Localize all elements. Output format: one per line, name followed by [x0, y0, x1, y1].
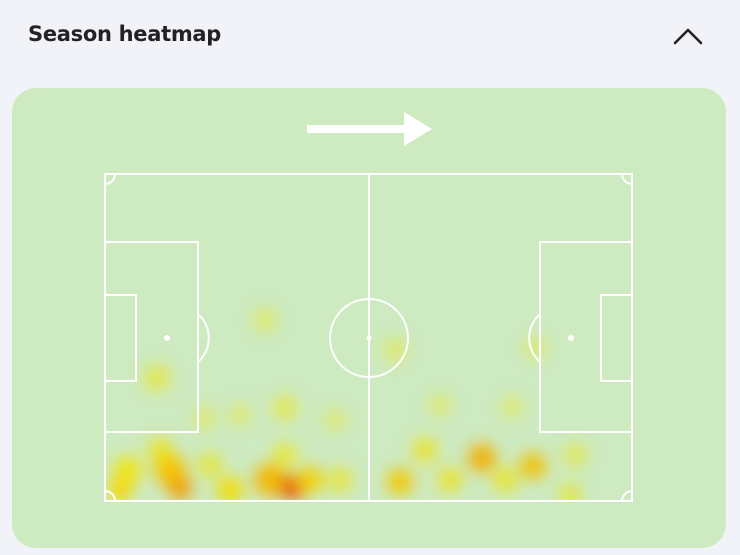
pitch-spots — [164, 335, 574, 341]
section-title: Season heatmap — [28, 22, 222, 46]
direction-arrow — [307, 112, 432, 146]
pitch-lines — [104, 173, 633, 502]
collapse-button[interactable] — [668, 18, 708, 54]
heat-blobs — [108, 309, 586, 501]
